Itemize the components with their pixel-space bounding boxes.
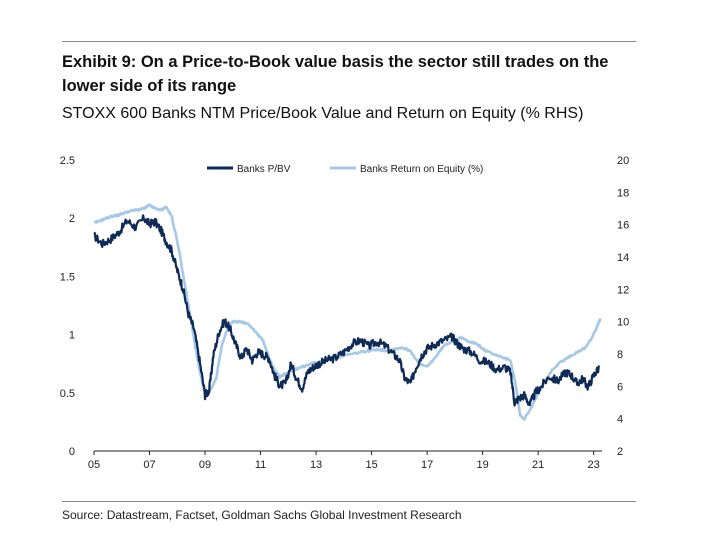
x-tick-label: 11 — [255, 459, 266, 471]
series-line-banks-roe — [93, 203, 602, 421]
y-left-tick-label: 1 — [69, 330, 75, 342]
legend-label-banks-pbv: Banks P/BV — [237, 164, 291, 175]
legend-label-banks-roe: Banks Return on Equity (%) — [360, 164, 483, 175]
x-tick-label: 15 — [365, 459, 377, 471]
y-left-tick-label: 2 — [69, 213, 75, 225]
y-left-tick-label: 1.5 — [60, 271, 75, 283]
series-layer — [93, 203, 602, 421]
x-tick-label: 13 — [310, 459, 322, 471]
x-tick-label: 05 — [88, 459, 100, 471]
x-tick-label: 23 — [588, 459, 600, 471]
y-right-tick-label: 12 — [617, 284, 629, 296]
top-rule — [62, 41, 636, 42]
y-left-tick-label: 0 — [69, 446, 75, 458]
y-left-tick-label: 2.5 — [60, 155, 75, 167]
x-tick-label: 17 — [421, 459, 433, 471]
legend: Banks P/BV Banks Return on Equity (%) — [207, 164, 483, 175]
y-right-tick-label: 16 — [617, 220, 629, 232]
x-tick-label: 09 — [199, 459, 211, 471]
y-left-tick-label: 0.5 — [60, 388, 75, 400]
exhibit-subtitle: STOXX 600 Banks NTM Price/Book Value and… — [62, 105, 584, 122]
y-right-tick-label: 18 — [617, 187, 629, 199]
y-right-tick-label: 10 — [617, 317, 629, 329]
axes: 05 07 09 11 13 15 17 19 21 23 0 0.5 1 1.5 2 2.5 2 4 6 8 10 12… — [60, 155, 630, 471]
source-note: Source: Datastream, Factset, Goldman Sac… — [62, 508, 462, 522]
bottom-rule — [62, 501, 636, 502]
x-tick-label: 07 — [143, 459, 155, 471]
y-right-tick-label: 20 — [617, 155, 629, 167]
y-right-tick-label: 2 — [617, 446, 623, 458]
y-right-tick-label: 4 — [617, 414, 623, 426]
series-line-banks-pbv — [93, 214, 601, 407]
y-right-tick-label: 14 — [617, 252, 629, 264]
x-tick-label: 21 — [532, 459, 544, 471]
y-right-tick-label: 6 — [617, 381, 623, 393]
x-tick-label: 19 — [477, 459, 489, 471]
exhibit-title: Exhibit 9: On a Price-to-Book value basi… — [62, 53, 609, 95]
y-right-tick-label: 8 — [617, 349, 623, 361]
